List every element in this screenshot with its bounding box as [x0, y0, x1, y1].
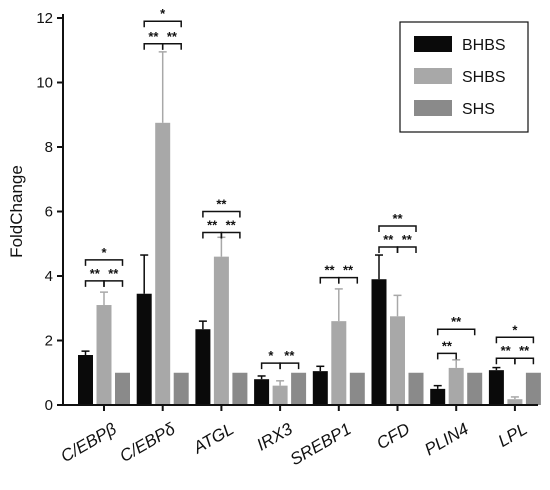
significance-label-3-0: *: [268, 348, 274, 363]
significance-bracket-0-2: [84, 259, 124, 266]
x-tick-label-5: CFD: [373, 419, 413, 453]
significance-bracket-4-1: [338, 276, 359, 284]
bar-shbs-2: [213, 256, 229, 405]
legend-swatch-shs: [414, 100, 452, 116]
significance-label-0-2: *: [101, 245, 107, 260]
significance-bracket-6-1: [436, 328, 476, 336]
significance-layer: ** ***** ***** ***** **** **** ********** ***: [84, 6, 535, 370]
significance-bracket-1-2: [143, 20, 182, 28]
bar-bhbs-0: [78, 355, 93, 405]
significance-bracket-7-2: [495, 336, 535, 344]
significance-label-6-1: **: [451, 314, 462, 329]
bar-bhbs-1: [136, 293, 152, 405]
bar-bhbs-3: [254, 379, 270, 405]
significance-label-1-1: **: [167, 29, 178, 44]
bar-bhbs-7: [488, 370, 504, 405]
significance-bracket-0-0: [84, 280, 105, 287]
significance-label-4-0: **: [324, 263, 335, 278]
y-tick-label-3: 6: [45, 204, 53, 221]
significance-label-7-2: *: [512, 322, 518, 337]
y-axis-title: FoldChange: [7, 165, 26, 258]
bar-shs-3: [291, 372, 307, 405]
bar-shs-6: [467, 372, 483, 405]
legend-label-shs: SHS: [462, 101, 495, 118]
significance-bracket-1-0: [143, 43, 164, 50]
significance-label-1-0: **: [148, 29, 159, 44]
error-bars-layer: [81, 51, 519, 400]
bar-shbs-0: [96, 305, 112, 405]
significance-bracket-5-1: [396, 246, 417, 253]
x-tick-label-0: C/EBPβ: [58, 419, 120, 466]
significance-bracket-3-1: [279, 362, 300, 370]
bar-shbs-4: [331, 321, 347, 405]
y-tick-label-6: 12: [36, 10, 53, 27]
y-tick-label-1: 2: [45, 333, 53, 350]
significance-label-0-1: **: [108, 266, 119, 281]
bar-bhbs-5: [371, 279, 387, 405]
x-tick-label-7: LPL: [495, 419, 531, 451]
significance-bracket-5-2: [378, 225, 417, 233]
x-tick-label-3: IRX3: [254, 419, 297, 455]
y-tick-label-4: 8: [45, 139, 53, 156]
bar-shs-0: [115, 372, 130, 405]
bar-bhbs-2: [195, 329, 211, 405]
significance-bracket-4-0: [319, 276, 340, 284]
bar-bhbs-4: [312, 371, 328, 405]
bar-shs-7: [525, 372, 541, 405]
y-tick-label-5: 10: [36, 75, 53, 92]
significance-bracket-3-0: [260, 362, 281, 370]
x-tick-label-2: ATGL: [189, 419, 237, 458]
bar-shs-1: [173, 372, 189, 405]
legend: BHBS SHBS SHS: [399, 21, 529, 133]
bar-shbs-5: [390, 316, 405, 405]
significance-bracket-1-1: [161, 43, 182, 50]
bar-bhbs-6: [430, 388, 446, 405]
significance-bracket-2-1: [220, 231, 241, 239]
significance-label-7-1: **: [519, 343, 530, 358]
legend-label-shbs: SHBS: [462, 69, 506, 86]
x-tick-label-4: SREBP1: [287, 419, 355, 469]
legend-swatch-shbs: [414, 68, 452, 84]
significance-label-2-2: **: [216, 197, 227, 212]
x-tick-label-1: C/EBPδ: [116, 419, 178, 466]
x-tick-label-6: PLIN4: [421, 419, 471, 459]
significance-bracket-7-1: [514, 357, 535, 365]
significance-label-0-0: **: [90, 266, 101, 281]
bars-layer: [78, 122, 541, 405]
y-tick-label-0: 0: [45, 397, 53, 414]
significance-label-5-1: **: [402, 232, 413, 247]
significance-label-5-0: **: [383, 232, 394, 247]
significance-label-2-0: **: [207, 217, 218, 232]
bar-shs-5: [408, 372, 424, 405]
significance-label-5-2: **: [392, 211, 403, 226]
bar-shs-2: [232, 372, 248, 405]
y-tick-label-2: 4: [45, 268, 53, 285]
significance-label-1-2: *: [160, 6, 166, 21]
bar-shs-4: [349, 372, 365, 405]
significance-label-3-1: **: [284, 348, 295, 363]
bar-shbs-6: [448, 367, 464, 405]
significance-label-2-1: **: [226, 217, 237, 232]
significance-bracket-7-0: [495, 357, 516, 365]
significance-label-7-0: **: [501, 343, 512, 358]
significance-bracket-2-2: [202, 210, 241, 218]
significance-bracket-6-0: [436, 352, 457, 360]
bar-shbs-7: [507, 399, 523, 405]
bar-shbs-3: [272, 385, 288, 405]
significance-bracket-5-0: [378, 246, 399, 253]
significance-label-4-1: **: [343, 263, 354, 278]
legend-label-bhbs: BHBS: [462, 37, 506, 54]
legend-swatch-bhbs: [414, 36, 452, 52]
significance-label-6-0: **: [442, 338, 453, 353]
significance-bracket-0-1: [103, 280, 124, 287]
bar-shbs-1: [155, 122, 171, 405]
